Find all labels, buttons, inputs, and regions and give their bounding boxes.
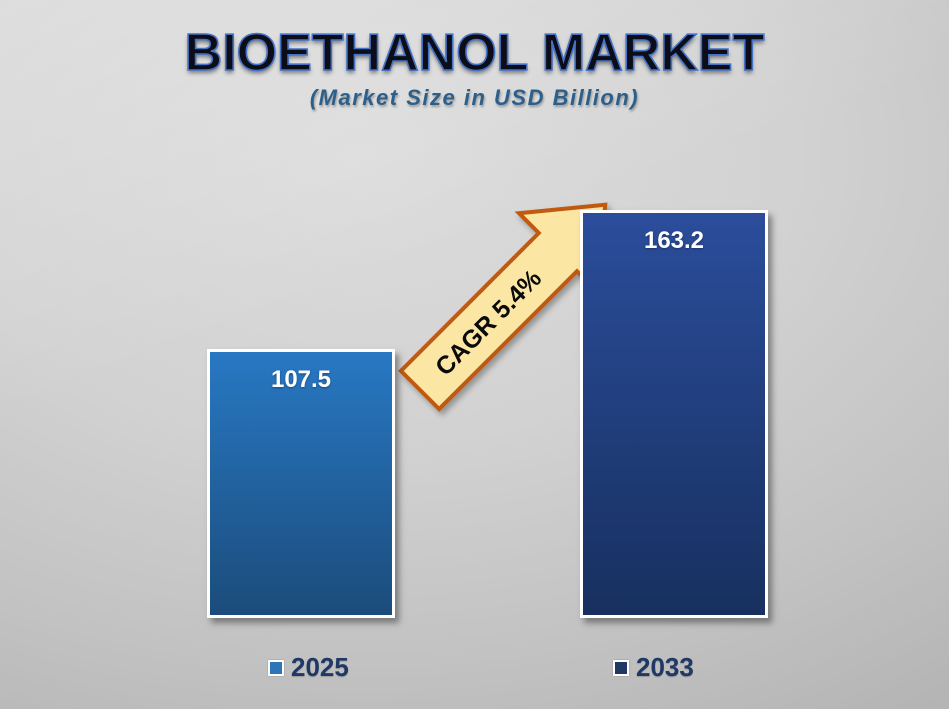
bar-2025: 107.5 xyxy=(207,349,395,618)
legend-item-2025: 2025 xyxy=(268,652,349,683)
chart-header: BIOETHANOL MARKET (Market Size in USD Bi… xyxy=(0,24,949,111)
bar-2033-value-label: 163.2 xyxy=(643,227,705,254)
legend-label-2033: 2033 xyxy=(636,652,694,682)
legend-swatch-2033 xyxy=(613,659,629,676)
cagr-label: CAGR 5.4% xyxy=(430,264,547,381)
bar-2033: 163.2 xyxy=(580,210,768,618)
chart-title: BIOETHANOL MARKET xyxy=(184,24,765,82)
legend-swatch-2025 xyxy=(268,659,284,676)
legend-item-2033: 2033 xyxy=(613,652,694,683)
legend-label-2025: 2025 xyxy=(291,652,349,682)
chart-subtitle: (Market Size in USD Billion) xyxy=(309,84,640,110)
bar-2025-value-label: 107.5 xyxy=(270,366,332,393)
